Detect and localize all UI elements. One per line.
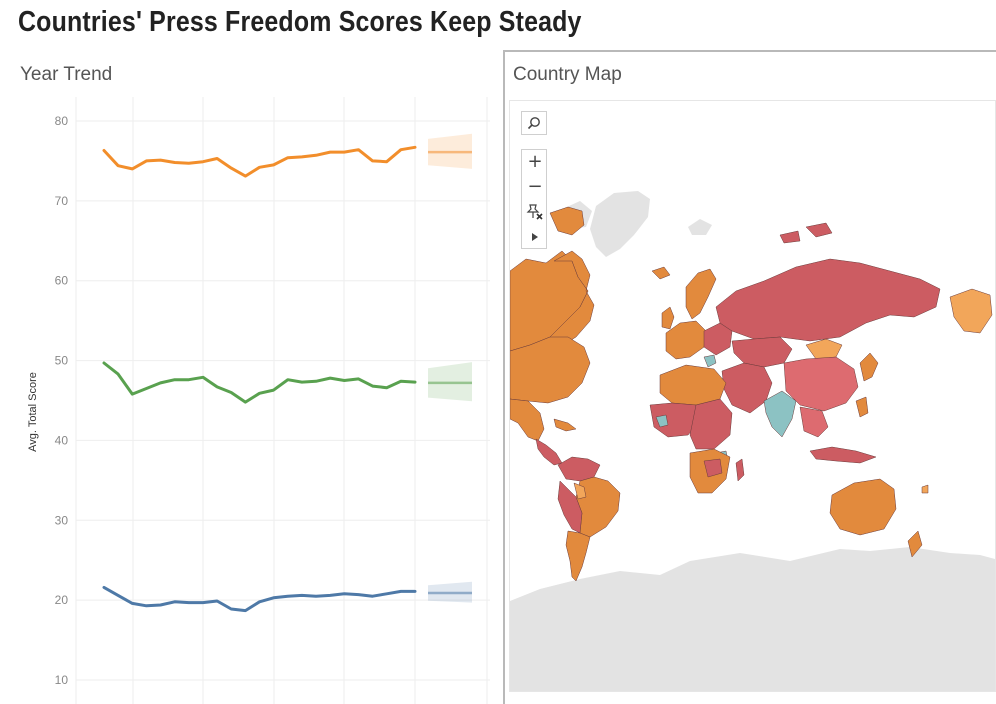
zoom-in-button[interactable]: + xyxy=(522,150,548,174)
expand-toolbar-button[interactable] xyxy=(522,225,548,249)
region-kazakhstan-central-asia[interactable] xyxy=(731,336,793,368)
region-peru-bolivia[interactable] xyxy=(557,480,583,534)
dashboard-title: Countries' Press Freedom Scores Keep Ste… xyxy=(18,6,582,38)
year-trend-sheet: 10 20 30 40 50 60 70 80 Avg. Total Score Year T… xyxy=(0,52,503,704)
region-greenland-west-islands[interactable] xyxy=(549,206,585,236)
series-line[interactable] xyxy=(102,585,417,613)
region-uk-ireland[interactable] xyxy=(661,306,675,330)
region-iceland[interactable] xyxy=(651,266,671,280)
region-argentina-chile[interactable] xyxy=(565,530,591,582)
region-new-zealand[interactable] xyxy=(907,530,923,558)
region-japan-korea[interactable] xyxy=(859,352,879,382)
region-scandinavia[interactable] xyxy=(685,268,717,320)
y-tick-label: 20 xyxy=(55,593,69,607)
region-caribbean[interactable] xyxy=(553,418,577,432)
play-triangle-icon xyxy=(532,233,538,241)
y-tick-label: 30 xyxy=(55,513,69,527)
region-balkans-free[interactable] xyxy=(703,354,717,368)
region-venezuela-colombia[interactable] xyxy=(557,456,601,482)
antarctica-landmass[interactable] xyxy=(510,547,995,691)
region-philippines-taiwan[interactable] xyxy=(855,396,869,418)
region-west-africa-free[interactable] xyxy=(655,414,669,428)
region-southern-africa-notfree[interactable] xyxy=(703,458,723,478)
map-search-button[interactable] xyxy=(521,111,547,135)
plus-icon: + xyxy=(527,151,543,172)
region-madagascar[interactable] xyxy=(735,458,745,482)
reset-pin-button[interactable] xyxy=(522,200,548,224)
region-central-america[interactable] xyxy=(535,438,563,466)
greenland-landmass[interactable] xyxy=(590,191,650,257)
sheet-title-country-map: Country Map xyxy=(513,64,622,85)
region-mexico[interactable] xyxy=(510,398,545,442)
map-zoom-controls: + − xyxy=(521,149,547,249)
year-trend-chart: 10 20 30 40 50 60 70 80 Avg. Total Score xyxy=(27,97,490,704)
region-north-africa[interactable] xyxy=(659,364,727,406)
region-mongolia[interactable] xyxy=(805,338,843,360)
region-india[interactable] xyxy=(763,390,797,438)
y-axis-label: Avg. Total Score xyxy=(27,372,39,452)
region-southeast-asia[interactable] xyxy=(799,406,829,438)
region-central-africa[interactable] xyxy=(689,398,733,450)
minus-icon: − xyxy=(527,176,543,197)
region-australia[interactable] xyxy=(829,478,897,536)
region-east-russia-orange[interactable] xyxy=(949,288,993,334)
world-map[interactable]: + − xyxy=(509,100,996,692)
region-south-america-highlight[interactable] xyxy=(573,482,587,500)
y-tick-label: 10 xyxy=(55,673,69,687)
region-russia[interactable] xyxy=(715,258,941,342)
series-line[interactable] xyxy=(102,361,417,404)
region-china[interactable] xyxy=(783,356,859,412)
country-map-sheet: Country Map xyxy=(503,50,996,704)
region-indonesia[interactable] xyxy=(809,446,877,464)
sheet-title-year-trend: Year Trend xyxy=(20,64,113,85)
region-brazil[interactable] xyxy=(575,476,621,538)
y-tick-label: 40 xyxy=(55,433,69,447)
y-tick-label: 80 xyxy=(55,114,69,128)
svalbard-landmass[interactable] xyxy=(688,219,712,235)
y-tick-label: 70 xyxy=(55,194,69,208)
zoom-out-button[interactable]: − xyxy=(522,175,548,199)
y-tick-label: 60 xyxy=(55,274,69,288)
series-line[interactable] xyxy=(102,145,417,178)
magnifier-icon xyxy=(527,117,540,130)
world-map-canvas[interactable] xyxy=(510,101,995,691)
pin-x-icon xyxy=(526,204,543,220)
region-far-east-islands[interactable] xyxy=(779,222,833,244)
y-tick-label: 50 xyxy=(55,354,69,368)
region-western-europe[interactable] xyxy=(665,320,707,360)
region-pacific-islands[interactable] xyxy=(921,484,929,494)
